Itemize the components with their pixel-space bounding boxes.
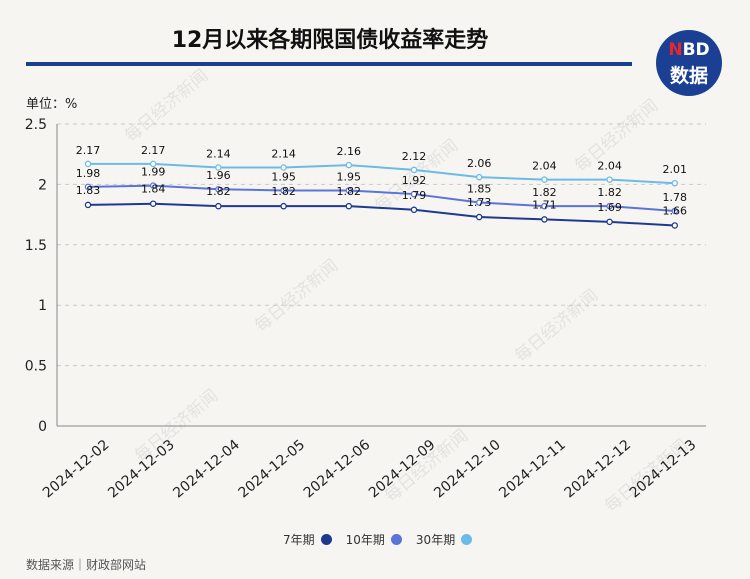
data-label: 2.17: [141, 144, 166, 157]
data-point: [410, 166, 418, 174]
y-tick-label: 0.5: [25, 359, 47, 375]
logo-text-bottom: 数据: [669, 65, 708, 87]
y-tick-label: 2: [38, 177, 47, 193]
data-point: [541, 176, 548, 183]
data-point: [345, 202, 353, 210]
data-point: [345, 187, 353, 194]
legend-item: 10年期: [346, 531, 402, 548]
data-label: 2.14: [206, 147, 231, 160]
data-label: 1.82: [206, 185, 231, 198]
data-point: [149, 182, 157, 189]
data-point: [280, 202, 287, 210]
data-point: [345, 161, 353, 169]
data-label: 1.84: [141, 183, 166, 196]
data-label: 1.73: [467, 196, 492, 209]
data-label: 1.69: [597, 201, 622, 214]
data-label: 2.01: [663, 163, 688, 176]
legend-swatch: [390, 534, 402, 545]
data-label: 1.83: [76, 184, 101, 197]
data-label: 2.16: [337, 145, 362, 158]
y-tick-label: 1.5: [25, 238, 47, 254]
data-point: [84, 183, 92, 191]
x-tick-label: 2024-12-04: [170, 437, 243, 502]
data-point: [149, 200, 157, 207]
data-label: 2.17: [76, 144, 101, 157]
data-label: 1.95: [337, 170, 362, 183]
legend-label: 7年期: [283, 533, 315, 547]
data-point: [215, 164, 222, 171]
data-point: [541, 216, 548, 223]
page-title: 12月以来各期限国债收益率走势: [171, 28, 489, 53]
x-tick-label: 2024-12-05: [236, 437, 309, 502]
legend-item: 30年期: [415, 531, 473, 548]
legend-swatch: [320, 534, 332, 545]
legend-item: 7年期: [283, 531, 332, 548]
data-point: [475, 199, 483, 206]
title-rule: [26, 62, 632, 66]
watermark-text: 每日经济新闻: [251, 256, 342, 337]
data-point: [671, 207, 679, 215]
data-label: 1.85: [467, 183, 492, 196]
data-point: [410, 206, 418, 214]
x-tick-label: 2024-12-11: [496, 437, 569, 502]
y-tick-label: 2.5: [25, 117, 47, 133]
x-tick-label: 2024-12-02: [40, 437, 113, 502]
data-point: [541, 202, 548, 210]
watermark-text: 每日经济新闻: [511, 286, 602, 367]
data-point: [475, 173, 483, 181]
x-tick-label: 2024-12-13: [627, 437, 700, 502]
data-label: 2.04: [597, 160, 622, 173]
data-label: 1.79: [402, 189, 427, 202]
nbd-logo: NBD 数据: [656, 30, 722, 96]
legend-swatch: [461, 534, 473, 545]
data-label: 2.06: [467, 157, 492, 170]
data-label: 1.96: [206, 169, 231, 182]
data-label: 1.78: [663, 191, 688, 204]
data-point: [280, 187, 287, 194]
data-point: [606, 202, 613, 210]
data-source: 数据来源｜财政部网站: [26, 558, 147, 572]
logo-text-top: NBD: [668, 40, 710, 60]
data-label: 1.82: [337, 185, 362, 198]
data-label: 1.99: [141, 166, 166, 179]
series-line-2: [87, 184, 675, 212]
legend-label: 30年期: [415, 533, 456, 547]
data-point: [280, 164, 287, 171]
data-point: [606, 176, 613, 183]
data-point: [215, 202, 222, 210]
data-label: 1.92: [402, 174, 427, 187]
data-label: 1.71: [532, 198, 557, 211]
data-point: [149, 160, 157, 168]
data-label: 2.04: [532, 160, 557, 173]
y-tick-label: 0: [38, 419, 47, 435]
data-point: [84, 201, 92, 209]
data-label: 1.82: [271, 185, 296, 198]
data-point: [215, 185, 222, 193]
logo-text-top-rest: BD: [682, 40, 710, 60]
data-point: [410, 190, 418, 198]
y-tick-label: 1: [38, 298, 47, 314]
watermark-text: 每日经济新闻: [121, 66, 212, 147]
unit-label: 单位：%: [26, 97, 78, 112]
data-label: 1.82: [532, 186, 557, 199]
series-line-3: [88, 162, 675, 185]
data-label: 2.12: [402, 150, 427, 163]
x-tick-label: 2024-12-06: [301, 437, 374, 502]
data-point: [671, 179, 679, 187]
data-label: 1.82: [597, 186, 622, 199]
legend-label: 10年期: [345, 533, 385, 547]
data-label: 1.95: [271, 170, 296, 183]
data-point: [84, 160, 92, 168]
data-point: [606, 218, 613, 226]
data-label: 1.98: [76, 167, 101, 180]
data-point: [475, 213, 483, 221]
data-label: 2.14: [271, 147, 296, 160]
chart-legend: 7年期 10年期 30年期: [283, 531, 486, 548]
series-line-1: [87, 202, 675, 227]
data-point: [671, 222, 679, 229]
data-label: 1.66: [663, 204, 688, 217]
